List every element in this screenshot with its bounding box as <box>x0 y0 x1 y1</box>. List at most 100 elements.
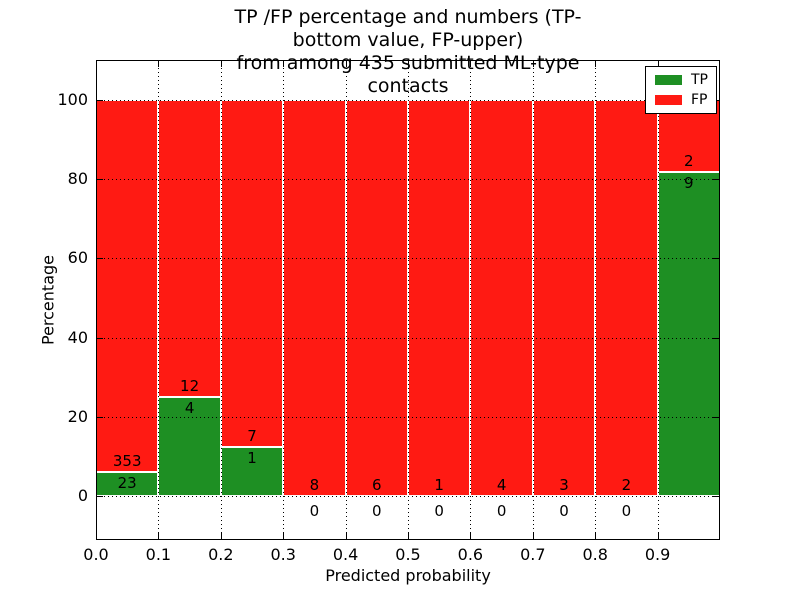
x-tick-top <box>408 60 409 67</box>
bar-segment-tp-9 <box>657 171 720 497</box>
tp-count-label: 0 <box>559 502 569 521</box>
x-axis-label: Predicted probability <box>325 566 491 585</box>
bar-segment-tp-0 <box>96 472 159 497</box>
tp-count-label: 0 <box>372 502 382 521</box>
y-tick-label: 80 <box>67 169 88 188</box>
tp-count-label: 0 <box>434 502 444 521</box>
gridline-horizontal <box>96 337 720 339</box>
gridline-horizontal <box>96 258 720 260</box>
bar-segment-fp-6 <box>470 99 533 497</box>
x-tick-top <box>220 60 222 67</box>
y-tick-right <box>713 417 720 419</box>
bar-segment-fp-3 <box>283 99 346 497</box>
fp-count-label: 2 <box>684 151 694 170</box>
x-tick-top <box>158 60 160 67</box>
x-tick-label: 0.2 <box>208 545 234 564</box>
gridline-vertical <box>158 60 160 540</box>
x-tick-label: 0.5 <box>395 545 421 564</box>
y-tick-right <box>713 179 720 180</box>
gridline-vertical <box>657 60 659 540</box>
y-tick-label: 20 <box>67 407 88 427</box>
tp-count-label: 0 <box>621 502 632 521</box>
bar-segment-fp-7 <box>532 99 596 497</box>
tp-count-label: 23 <box>117 474 137 493</box>
x-tick <box>657 533 659 540</box>
gridline-horizontal <box>96 417 720 419</box>
y-tick-right <box>713 337 720 339</box>
x-tick-top <box>345 60 347 67</box>
gridline-horizontal <box>96 179 720 180</box>
x-tick-label: 0.7 <box>520 545 546 564</box>
plot-area: TP FP 353 23 12 4 7 1 8 0 6 0 1 0 4 0 3 0 2 0 2 9 <box>96 60 720 540</box>
x-tick-label: 0.1 <box>145 545 172 564</box>
x-tick-label: 0.0 <box>83 545 109 564</box>
fp-count-label: 7 <box>247 426 257 445</box>
legend: TP FP <box>645 66 717 114</box>
legend-item-tp: TP <box>646 73 716 87</box>
tp-count-label: 0 <box>496 502 507 521</box>
gridline-vertical <box>283 60 285 540</box>
legend-item-fp: FP <box>646 93 716 107</box>
gridline-vertical <box>408 60 409 540</box>
y-tick <box>96 99 103 101</box>
tp-count-label: 9 <box>684 173 694 192</box>
x-tick-label: 0.9 <box>644 545 671 564</box>
gridline-horizontal <box>96 496 720 498</box>
bar-segment-tp-1 <box>158 397 221 497</box>
y-tick-right <box>713 496 720 498</box>
tp-count-label: 1 <box>247 448 257 467</box>
legend-label-tp: TP <box>691 72 708 88</box>
bar-segment-fp-5 <box>408 99 471 497</box>
bar-segment-fp-2 <box>220 99 284 447</box>
fp-count-label: 3 <box>559 476 569 495</box>
fp-swatch-icon <box>655 95 682 105</box>
tp-swatch-icon <box>655 75 682 85</box>
x-tick-top <box>532 60 534 67</box>
bar-segment-fp-1 <box>158 99 221 398</box>
x-tick <box>96 533 97 540</box>
y-tick <box>96 258 103 260</box>
x-tick-label: 0.4 <box>332 545 359 564</box>
fp-count-label: 8 <box>309 476 320 495</box>
y-tick-label: 100 <box>57 89 88 109</box>
x-tick <box>470 533 472 540</box>
bar-segment-fp-4 <box>345 99 408 497</box>
x-tick <box>220 533 222 540</box>
tp-count-label: 4 <box>184 399 195 418</box>
chart-title: TP /FP percentage and numbers (TP-bottom… <box>234 6 582 97</box>
bar-segment-fp-8 <box>595 99 658 497</box>
y-tick <box>96 337 103 339</box>
fp-count-label: 12 <box>180 377 200 396</box>
x-tick <box>158 533 160 540</box>
x-tick-label: 0.3 <box>270 545 296 564</box>
y-tick-label: 0 <box>77 486 88 506</box>
fp-count-label: 2 <box>621 476 632 495</box>
y-tick <box>96 417 103 419</box>
gridline-vertical <box>595 60 597 540</box>
x-tick-top <box>470 60 472 67</box>
bar-segment-tp-2 <box>220 446 284 497</box>
x-tick <box>283 533 285 540</box>
tp-count-label: 0 <box>309 502 320 521</box>
gridline-vertical <box>345 60 347 540</box>
fp-count-label: 353 <box>112 452 142 471</box>
x-tick <box>595 533 597 540</box>
y-tick-label: 60 <box>67 248 88 268</box>
x-tick-top <box>595 60 597 67</box>
fp-count-label: 1 <box>434 476 444 495</box>
x-tick <box>345 533 347 540</box>
legend-label-fp: FP <box>691 92 708 108</box>
gridline-vertical <box>220 60 222 540</box>
fp-count-label: 6 <box>372 476 382 495</box>
x-tick-top <box>96 60 97 67</box>
x-tick <box>532 533 534 540</box>
gridline-vertical <box>532 60 534 540</box>
gridline-vertical <box>470 60 472 540</box>
x-tick-label: 0.8 <box>582 545 608 564</box>
y-tick-label: 40 <box>67 327 88 347</box>
x-tick <box>408 533 409 540</box>
gridline-horizontal <box>96 99 720 101</box>
x-tick-top <box>283 60 285 67</box>
y-tick <box>96 496 103 498</box>
